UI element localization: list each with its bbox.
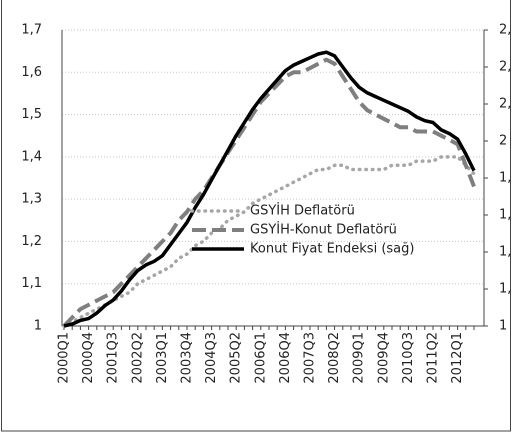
y2-tick-label: 1, <box>499 282 511 297</box>
y2-tick-label: 2, <box>499 23 511 38</box>
series-line <box>62 155 476 328</box>
x-tick-label: 2000Q4 <box>81 332 96 384</box>
x-tick-label: 2000Q1 <box>57 332 72 384</box>
y2-tick-label: 1, <box>499 245 511 260</box>
y-tick-label: 1,2 <box>21 234 42 249</box>
x-tick-label: 2011Q2 <box>426 332 441 384</box>
y2-tick-label: 2 <box>499 134 507 149</box>
x-tick-label: 2003Q1 <box>155 332 170 384</box>
x-tick-label: 2009Q1 <box>352 332 367 384</box>
y-tick-label: 1,7 <box>21 23 42 38</box>
x-tick-label: 2002Q2 <box>130 332 145 384</box>
x-tick-label: 2006Q4 <box>278 332 293 384</box>
x-tick-label: 2004Q3 <box>204 332 219 384</box>
legend-label: GSYİH Deflatörü <box>250 203 355 219</box>
y-tick-label: 1,6 <box>21 65 42 80</box>
series-line <box>63 50 476 328</box>
x-tick-label: 2009Q4 <box>376 332 391 384</box>
x-tick-label: 2012Q1 <box>450 332 465 384</box>
y-tick-label: 1,5 <box>21 107 42 122</box>
x-tick-label: 2005Q2 <box>229 332 244 384</box>
y2-tick-label: 2, <box>499 97 511 112</box>
x-tick-label: 2006Q1 <box>253 332 268 384</box>
x-tick-label: 2008Q2 <box>327 332 342 384</box>
x-tick-label: 2003Q4 <box>180 332 195 384</box>
y-tick-label: 1 <box>34 319 42 334</box>
series-line <box>62 57 476 328</box>
y-tick-label: 1,3 <box>21 192 42 207</box>
x-tick-label: 2007Q3 <box>303 332 318 384</box>
y2-tick-label: 1 <box>499 319 507 334</box>
legend-label: Konut Fiyat Endeksi (sağ) <box>250 242 414 257</box>
x-tick-label: 2001Q3 <box>106 332 121 384</box>
y2-tick-label: 1, <box>499 208 511 223</box>
y-tick-label: 1,1 <box>21 276 42 291</box>
y2-tick-label: 1, <box>499 171 511 186</box>
y-tick-label: 1,4 <box>21 149 42 164</box>
legend-label: GSYİH-Konut Deflatörü <box>250 222 397 238</box>
x-tick-label: 2010Q3 <box>401 332 416 384</box>
y2-tick-label: 2, <box>499 60 511 75</box>
